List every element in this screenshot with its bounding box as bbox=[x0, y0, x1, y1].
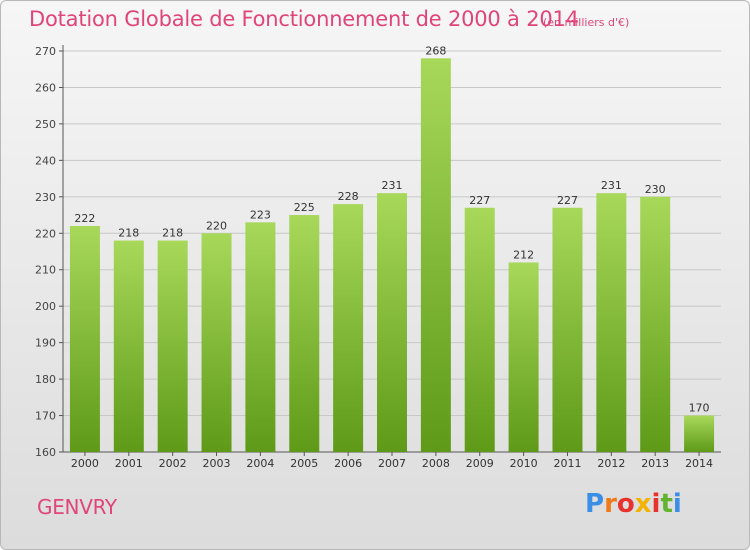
y-tick-label: 270 bbox=[35, 45, 56, 58]
logo-letter: t bbox=[660, 489, 673, 519]
y-tick-label: 210 bbox=[35, 264, 56, 277]
y-tick-label: 260 bbox=[35, 81, 56, 94]
logo-letter: P bbox=[585, 489, 605, 519]
bar bbox=[113, 240, 144, 452]
bar bbox=[69, 225, 100, 452]
bar bbox=[596, 193, 627, 452]
x-tick-label: 2008 bbox=[422, 457, 450, 470]
y-tick-label: 170 bbox=[35, 410, 56, 423]
bar bbox=[684, 415, 715, 452]
bar bbox=[333, 204, 364, 452]
commune-name: GENVRY bbox=[37, 495, 117, 519]
logo-letter: x bbox=[634, 489, 652, 519]
bar bbox=[377, 193, 407, 452]
bar bbox=[508, 262, 539, 452]
data-label: 231 bbox=[601, 179, 622, 192]
chart-title: Dotation Globale de Fonctionnement de 20… bbox=[29, 7, 579, 31]
bar bbox=[552, 207, 583, 452]
x-tick-label: 2004 bbox=[246, 457, 274, 470]
x-tick-label: 2002 bbox=[159, 457, 187, 470]
x-tick-label: 2001 bbox=[115, 457, 143, 470]
data-label: 170 bbox=[689, 402, 710, 415]
data-label: 225 bbox=[294, 201, 315, 214]
y-tick-label: 240 bbox=[35, 154, 56, 167]
data-label: 222 bbox=[74, 212, 95, 225]
x-tick-label: 2007 bbox=[378, 457, 406, 470]
data-label: 228 bbox=[338, 190, 359, 203]
bar bbox=[289, 215, 320, 452]
y-tick-label: 220 bbox=[35, 227, 56, 240]
logo-letter: o bbox=[616, 489, 635, 519]
x-tick-label: 2012 bbox=[597, 457, 625, 470]
bar bbox=[464, 207, 495, 452]
y-tick-label: 180 bbox=[35, 373, 56, 386]
x-tick-label: 2013 bbox=[641, 457, 669, 470]
bar bbox=[245, 222, 276, 452]
bar bbox=[201, 233, 232, 452]
y-tick-label: 250 bbox=[35, 118, 56, 131]
x-tick-label: 2009 bbox=[466, 457, 494, 470]
y-tick-label: 160 bbox=[35, 446, 56, 459]
logo-letter: i bbox=[651, 489, 661, 519]
bar bbox=[420, 58, 451, 453]
x-tick-label: 2005 bbox=[290, 457, 318, 470]
bar bbox=[640, 196, 671, 452]
data-label: 223 bbox=[250, 208, 271, 221]
x-tick-label: 2000 bbox=[71, 457, 99, 470]
data-label: 268 bbox=[425, 44, 446, 57]
x-tick-label: 2006 bbox=[334, 457, 362, 470]
proxiti-logo[interactable]: Proxiti bbox=[585, 489, 682, 519]
x-tick-label: 2014 bbox=[685, 457, 713, 470]
y-tick-label: 200 bbox=[35, 300, 56, 313]
logo-letter: i bbox=[672, 489, 682, 519]
data-label: 220 bbox=[206, 219, 227, 232]
data-label: 227 bbox=[469, 194, 490, 207]
data-label: 218 bbox=[118, 227, 139, 240]
bar bbox=[157, 240, 188, 452]
data-label: 227 bbox=[557, 194, 578, 207]
logo-letter: r bbox=[604, 489, 617, 519]
data-label: 212 bbox=[513, 248, 534, 261]
data-label: 218 bbox=[162, 227, 183, 240]
data-label: 231 bbox=[382, 179, 403, 192]
y-tick-label: 190 bbox=[35, 337, 56, 350]
x-tick-label: 2010 bbox=[510, 457, 538, 470]
chart-subtitle: (en milliers d'€) bbox=[543, 16, 630, 29]
x-tick-label: 2011 bbox=[553, 457, 581, 470]
y-tick-label: 230 bbox=[35, 191, 56, 204]
data-label: 230 bbox=[645, 183, 666, 196]
x-tick-label: 2003 bbox=[203, 457, 231, 470]
